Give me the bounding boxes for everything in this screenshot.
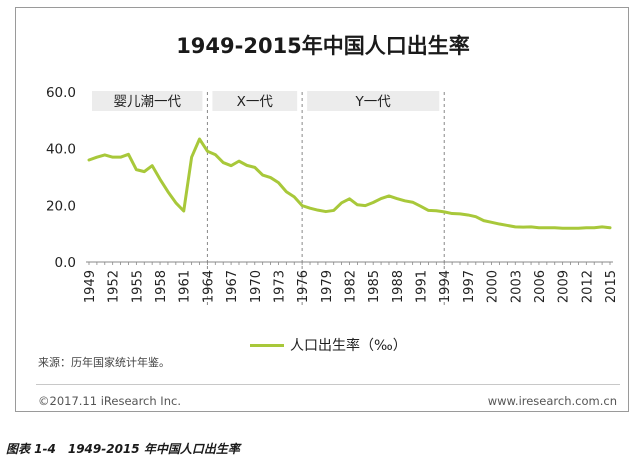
era-label: 婴儿潮一代: [113, 94, 181, 110]
source-note: 来源：历年国家统计年鉴。: [38, 356, 170, 369]
x-tick-label: 1979: [320, 270, 335, 303]
era-label: X一代: [237, 94, 274, 110]
legend-swatch: [250, 343, 284, 347]
x-tick-label: 1970: [249, 270, 264, 303]
copyright-text: ©2017.11 iResearch Inc.: [38, 394, 181, 408]
chart-title: 1949-2015年中国人口出生率: [176, 34, 470, 58]
x-tick-label: 1967: [225, 270, 240, 303]
x-tick-label: 2006: [533, 270, 548, 303]
x-tick-label: 2003: [509, 270, 524, 303]
x-tick-label: 2000: [486, 270, 501, 303]
era-band: [307, 91, 440, 111]
x-tick-label: 1991: [415, 270, 430, 303]
x-tick-label: 1961: [178, 270, 193, 303]
x-tick-label: 1985: [367, 270, 382, 303]
chart-frame: 1949-2015年中国人口出生率 婴儿潮一代 X一代 Y一代 0.0 20.0 40.0…: [15, 7, 629, 412]
era-band: [212, 91, 298, 111]
x-tick-label: 1964: [201, 270, 216, 303]
x-tick-label: 1973: [272, 270, 287, 303]
x-tick-label: 1976: [296, 270, 311, 303]
y-tick-label: 20.0: [46, 198, 76, 214]
x-tick-label: 1982: [344, 270, 359, 303]
x-tick-label: 1952: [107, 270, 122, 303]
x-tick-label: 1955: [130, 270, 145, 303]
x-tick-label: 1949: [83, 270, 98, 303]
x-tick-label: 2012: [580, 270, 595, 303]
y-tick-label: 40.0: [46, 142, 76, 158]
x-tick-label: 1958: [154, 270, 169, 303]
x-tick-label: 2009: [557, 270, 572, 303]
x-tick-label: 2015: [604, 270, 619, 303]
era-band: [92, 91, 203, 111]
legend-label: 人口出生率（‰）: [290, 338, 407, 354]
figure-caption: 图表 1-4 1949-2015 年中国人口出生率: [6, 442, 240, 456]
x-tick-label: 1997: [462, 270, 477, 303]
footer-divider: [36, 384, 620, 385]
era-label: Y一代: [355, 94, 392, 110]
y-tick-label: 60.0: [46, 85, 76, 101]
x-tick-label: 1988: [391, 270, 406, 303]
line-chart: 婴儿潮一代 X一代 Y一代 0.0 20.0 40.0 60.0 1949 1952 1955 19…: [46, 85, 619, 308]
y-tick-label: 0.0: [55, 255, 76, 271]
x-tick-label: 1994: [438, 270, 453, 303]
birth-rate-series-line: [87, 137, 612, 230]
chart-legend: 人口出生率（‰）: [250, 335, 407, 355]
website-text: www.iresearch.com.cn: [487, 394, 617, 408]
